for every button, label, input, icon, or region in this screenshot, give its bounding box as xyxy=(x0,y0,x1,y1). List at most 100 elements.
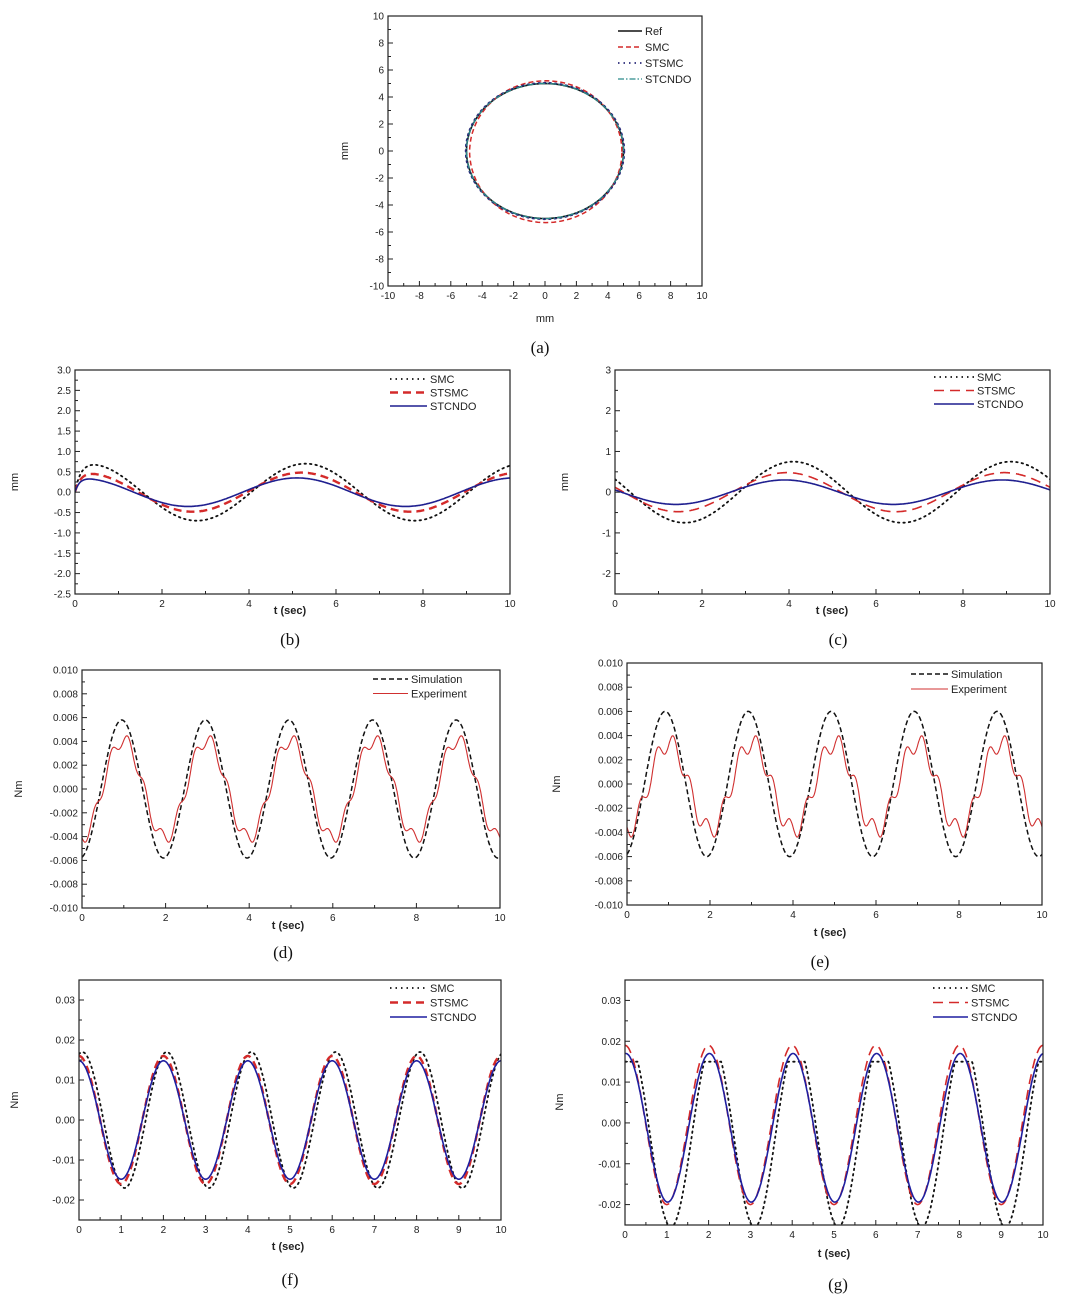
legend-label: SMC xyxy=(645,42,670,54)
series-line-stcndo xyxy=(79,1060,501,1180)
legend: Simulation Experiment xyxy=(911,669,1007,696)
series-line-stcndo xyxy=(615,479,1050,506)
legend-label: STCNDO xyxy=(430,1012,477,1024)
y-tick-label: 0.000 xyxy=(598,780,623,791)
plot-frame xyxy=(387,15,703,287)
plot-frame xyxy=(626,662,1043,906)
x-tick-label: 8 xyxy=(420,599,426,610)
y-tick-label: 0.00 xyxy=(602,1118,622,1129)
x-tick-label: 2 xyxy=(163,913,169,924)
x-tick-label: 10 xyxy=(1044,599,1056,610)
x-tick-label: -6 xyxy=(446,291,455,302)
y-tick-label: 0.004 xyxy=(53,737,78,748)
y-tick-label: 0.006 xyxy=(53,713,78,724)
legend-label: Ref xyxy=(645,26,663,38)
legend-label: SMC xyxy=(430,983,455,995)
series-line-smc xyxy=(468,80,623,224)
y-tick-label: -4 xyxy=(375,201,384,212)
legend-label: STCNDO xyxy=(645,74,692,86)
y-tick-label: 1 xyxy=(605,447,611,458)
x-axis-label: t (sec) xyxy=(272,920,305,932)
x-tick-label: 3 xyxy=(203,1225,209,1236)
legend-label: STSMC xyxy=(977,386,1016,398)
legend-label: STCNDO xyxy=(977,399,1024,411)
y-tick-label: -0.006 xyxy=(50,856,79,867)
panel-e: 0 2 4 6 8 10 -0.010 -0.008 -0.006 -0.004 -0.002 0.0… xyxy=(551,659,1048,940)
legend: Ref SMC STSMC STCNDO xyxy=(618,26,692,86)
legend-label: STSMC xyxy=(430,998,469,1010)
panel-f: 0 1 2 3 4 5 6 7 8 9 10 -0.02 -0.01 0.00 0.01 0.02 0.03 t … xyxy=(9,979,507,1253)
x-tick-label: 10 xyxy=(504,599,516,610)
y-axis-label: Nm xyxy=(9,1091,21,1108)
y-tick-label: 1.0 xyxy=(57,447,71,458)
x-tick-label: 8 xyxy=(960,599,966,610)
series-line-simulation xyxy=(627,710,1042,858)
caption-a: (a) xyxy=(530,338,550,357)
legend-label: Experiment xyxy=(951,684,1007,696)
series-line-experiment xyxy=(627,735,1042,838)
y-tick-label: -2.5 xyxy=(54,590,72,601)
x-tick-label: 2 xyxy=(707,910,713,921)
legend-label: SMC xyxy=(971,983,996,995)
y-tick-label: 0.000 xyxy=(53,785,78,796)
x-tick-label: 6 xyxy=(333,599,339,610)
x-tick-label: 2 xyxy=(706,1230,712,1241)
y-tick-label: 8 xyxy=(378,39,384,50)
plot-frame xyxy=(81,669,501,909)
legend-label: SMC xyxy=(430,374,455,386)
x-tick-label: 1 xyxy=(664,1230,670,1241)
x-tick-label: 9 xyxy=(456,1225,462,1236)
legend: SMC STSMC STCNDO xyxy=(390,983,477,1024)
panel-a: -10 -8 -6 -4 -2 0 2 4 6 8 10 -10 -8 -6 -4 -2 0 2 4 6 8 10 mm mm… xyxy=(339,12,708,326)
x-tick-label: 4 xyxy=(245,1225,251,1236)
y-tick-label: 0.01 xyxy=(602,1078,622,1089)
y-tick-label: -0.008 xyxy=(50,880,79,891)
caption-g: (g) xyxy=(828,1275,848,1294)
caption-b: (b) xyxy=(280,630,300,649)
y-tick-label: 2.0 xyxy=(57,406,71,417)
series-line-stcndo xyxy=(75,477,510,508)
x-tick-label: 0 xyxy=(542,291,548,302)
x-tick-label: -2 xyxy=(509,291,518,302)
x-tick-label: 0 xyxy=(72,599,78,610)
y-tick-label: -2 xyxy=(375,174,384,185)
y-tick-label: 1.5 xyxy=(57,427,71,438)
y-tick-label: -0.01 xyxy=(598,1159,621,1170)
y-tick-label: 0.004 xyxy=(598,731,623,742)
y-tick-label: 3.0 xyxy=(57,366,71,377)
x-tick-label: -4 xyxy=(478,291,487,302)
series-line-smc xyxy=(75,462,510,522)
y-tick-label: 0.002 xyxy=(598,755,623,766)
y-tick-label: 0.5 xyxy=(57,467,71,478)
x-axis-label: t (sec) xyxy=(818,1248,851,1260)
x-tick-label: 10 xyxy=(494,913,506,924)
legend: Simulation Experiment xyxy=(373,674,467,701)
y-tick-label: 6 xyxy=(378,66,384,77)
x-tick-label: 3 xyxy=(748,1230,754,1241)
x-tick-label: 2 xyxy=(699,599,705,610)
y-tick-label: 10 xyxy=(373,12,385,23)
y-tick-label: 4 xyxy=(378,93,384,104)
y-axis-label: Nm xyxy=(13,780,25,797)
x-axis-label: t (sec) xyxy=(814,927,847,939)
y-tick-label: 0.010 xyxy=(598,659,623,670)
x-tick-label: -8 xyxy=(415,291,424,302)
legend-label: SMC xyxy=(977,372,1002,384)
x-axis-label: t (sec) xyxy=(274,605,307,617)
y-tick-label: -0.010 xyxy=(50,904,79,915)
y-tick-label: -10 xyxy=(370,282,385,293)
x-tick-label: 10 xyxy=(696,291,708,302)
x-tick-label: 0 xyxy=(612,599,618,610)
caption-d: (d) xyxy=(273,943,293,962)
x-tick-label: 2 xyxy=(159,599,165,610)
legend-label: Simulation xyxy=(951,669,1002,681)
legend-label: STSMC xyxy=(645,58,684,70)
x-tick-label: 5 xyxy=(287,1225,293,1236)
legend-label: Experiment xyxy=(411,689,467,701)
y-tick-label: -1 xyxy=(602,528,611,539)
x-tick-label: 6 xyxy=(636,291,642,302)
x-tick-label: 0 xyxy=(76,1225,82,1236)
